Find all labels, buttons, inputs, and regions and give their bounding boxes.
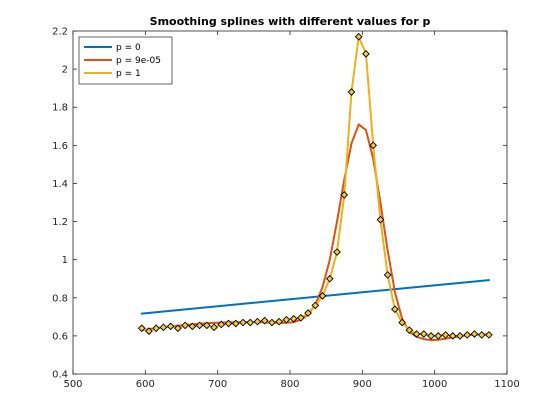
data-marker: [152, 324, 161, 333]
data-marker: [239, 318, 247, 327]
data-marker: [297, 313, 305, 322]
data-marker: [231, 319, 240, 328]
plot-area: [73, 31, 507, 374]
data-marker: [347, 88, 356, 96]
data-marker: [456, 332, 464, 340]
y-tick-label: 0.8: [52, 293, 68, 304]
data-marker: [376, 215, 385, 224]
x-tick-label: 900: [353, 379, 372, 390]
data-marker: [246, 318, 255, 327]
data-marker: [166, 322, 175, 331]
y-tick-label: 2.2: [52, 27, 68, 38]
data-marker: [333, 248, 341, 256]
data-marker: [268, 318, 276, 327]
data-marker: [405, 326, 414, 335]
axes-layer: 500 600 700 800 900 1000 1100 0.4 0.6 0.8 1 1.2 1.4 1…: [52, 27, 520, 391]
legend-label-1: p = 9e-05: [116, 56, 161, 66]
data-marker: [485, 331, 493, 339]
marker-layer: [137, 32, 493, 340]
data-marker: [210, 323, 218, 332]
x-tick-label: 700: [208, 379, 227, 390]
x-tick-label: 600: [136, 379, 155, 390]
legend-label-0: p = 0: [116, 43, 141, 53]
data-marker: [448, 332, 457, 340]
data-marker: [275, 317, 283, 326]
data-marker: [282, 315, 291, 324]
x-tick-label: 800: [280, 379, 299, 390]
data-marker: [362, 50, 370, 58]
data-marker: [202, 321, 211, 330]
y-tick-label: 1.2: [52, 217, 68, 228]
series-line-1: [140, 123, 490, 342]
data-marker: [412, 330, 421, 338]
x-tick-label: 500: [63, 379, 82, 390]
data-marker: [463, 331, 472, 339]
data-marker: [137, 324, 146, 333]
data-marker: [174, 324, 182, 333]
data-marker: [470, 330, 479, 338]
data-marker: [391, 305, 399, 314]
data-marker: [398, 318, 406, 327]
data-marker: [217, 320, 226, 329]
data-marker: [354, 32, 363, 41]
data-marker: [253, 317, 262, 326]
data-marker: [369, 141, 378, 150]
data-marker: [434, 332, 443, 340]
data-marker: [304, 309, 312, 317]
data-marker: [289, 314, 298, 323]
data-marker: [188, 322, 197, 331]
y-tick-label: 1.4: [52, 179, 68, 190]
y-tick-label: 1.8: [52, 103, 68, 114]
y-tick-label: 1.6: [52, 141, 68, 152]
data-marker: [311, 301, 320, 310]
data-marker: [159, 323, 168, 332]
x-tick-label: 1100: [494, 379, 519, 390]
legend: p = 0 p = 9e-05 p = 1: [78, 36, 173, 85]
chart-title: Smoothing splines with different values …: [150, 15, 431, 28]
data-marker: [181, 321, 189, 330]
data-marker: [224, 319, 233, 328]
data-marker: [340, 191, 349, 199]
data-marker: [260, 316, 269, 325]
data-marker: [195, 321, 204, 330]
legend-label-2: p = 1: [116, 69, 141, 79]
data-marker: [383, 271, 392, 279]
data-marker: [477, 331, 486, 339]
y-tick-label: 2: [62, 65, 68, 76]
data-marker: [318, 292, 327, 300]
y-tick-label: 0.4: [52, 370, 68, 381]
data-marker: [145, 327, 153, 335]
y-tick-label: 1: [62, 255, 68, 266]
data-marker: [441, 331, 450, 339]
x-tick-label: 1000: [422, 379, 447, 390]
data-marker: [419, 330, 428, 338]
y-tick-label: 0.6: [52, 331, 68, 342]
data-marker: [427, 332, 435, 340]
data-marker: [325, 274, 334, 283]
series-line-0: [140, 279, 490, 315]
